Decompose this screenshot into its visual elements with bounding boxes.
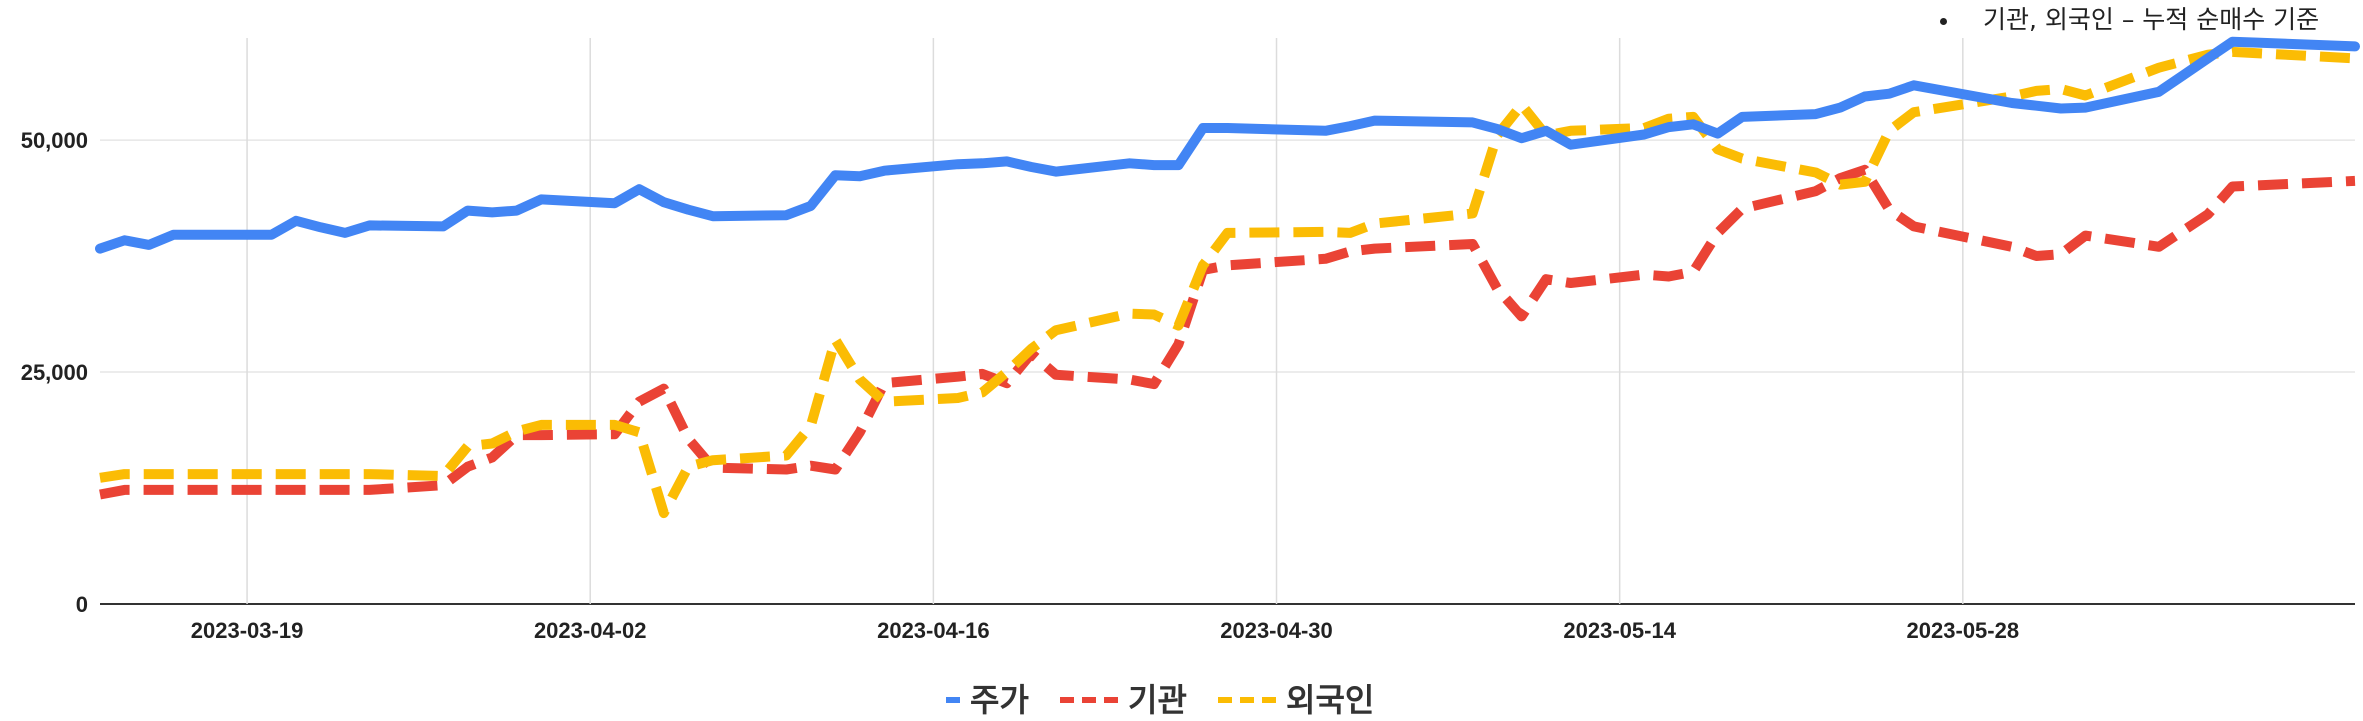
- legend-label: 주가: [970, 681, 1029, 719]
- series-line-0: [95, 36, 2360, 254]
- x-tick-label: 2023-04-02: [534, 618, 647, 643]
- legend-label: 기관: [1128, 681, 1187, 719]
- x-tick-label: 2023-04-16: [877, 618, 990, 643]
- x-tick-label: 2023-03-19: [191, 618, 304, 643]
- y-axis-ticks: 0 25,000 50,000: [21, 128, 88, 617]
- series-lines: [95, 36, 2360, 519]
- x-tick-label: 2023-05-28: [1907, 618, 2020, 643]
- note-text: 기관, 외국인 – 누적 순매수 기준: [1983, 5, 2320, 34]
- series-line-2: [99, 46, 2356, 519]
- legend-item-0[interactable]: 주가: [946, 681, 1029, 719]
- y-tick-label: 0: [76, 592, 88, 617]
- y-tick-label: 25,000: [21, 360, 88, 385]
- legend-item-1[interactable]: 기관: [1060, 681, 1187, 719]
- legend-item-2[interactable]: 외국인: [1218, 681, 1374, 719]
- legend[interactable]: 주가 기관 외국인: [946, 681, 1374, 719]
- bullet-icon: [1940, 17, 1947, 25]
- cumulative-net-buy-note: 기관, 외국인 – 누적 순매수 기준: [1940, 0, 2319, 36]
- x-tick-label: 2023-04-30: [1220, 618, 1333, 643]
- series-line-1: [99, 164, 2356, 500]
- grid-lines: [100, 38, 2355, 605]
- y-tick-label: 50,000: [21, 128, 88, 153]
- x-tick-label: 2023-05-14: [1563, 618, 1676, 643]
- legend-label: 외국인: [1286, 681, 1374, 719]
- x-axis-ticks: 2023-03-19 2023-04-02 2023-04-16 2023-04-30…: [191, 618, 2019, 643]
